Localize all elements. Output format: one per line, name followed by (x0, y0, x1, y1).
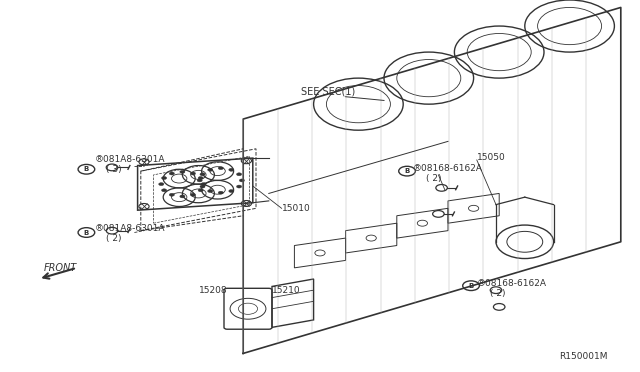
Circle shape (200, 185, 205, 188)
Text: B: B (468, 283, 474, 289)
Circle shape (169, 172, 174, 175)
Text: ( 2): ( 2) (490, 289, 505, 298)
Text: ( 2): ( 2) (106, 234, 121, 243)
Circle shape (169, 193, 174, 196)
Circle shape (228, 190, 234, 193)
Circle shape (198, 177, 204, 180)
Circle shape (207, 168, 212, 171)
Circle shape (180, 170, 185, 173)
Circle shape (218, 191, 223, 194)
Circle shape (207, 190, 212, 193)
Text: 15050: 15050 (477, 153, 506, 162)
Circle shape (200, 173, 205, 176)
Circle shape (161, 177, 166, 180)
Circle shape (237, 185, 242, 188)
Text: ®08168-6162A: ®08168-6162A (477, 279, 547, 288)
Circle shape (201, 183, 206, 186)
Text: ®08168-6162A: ®08168-6162A (413, 164, 483, 173)
Text: ( 2): ( 2) (426, 174, 441, 183)
Text: R150001M: R150001M (559, 352, 608, 361)
Text: SEE SEC(1): SEE SEC(1) (301, 87, 355, 97)
Text: FRONT: FRONT (44, 263, 77, 273)
Circle shape (218, 167, 223, 170)
Text: 15208: 15208 (198, 286, 227, 295)
Circle shape (180, 195, 185, 198)
Circle shape (190, 193, 195, 196)
Text: B: B (404, 168, 410, 174)
Circle shape (159, 183, 164, 186)
Text: B: B (84, 230, 89, 235)
Circle shape (191, 172, 196, 175)
Text: ( 3): ( 3) (106, 165, 121, 174)
Circle shape (239, 179, 244, 182)
Text: ®081A8-6301A: ®081A8-6301A (95, 224, 165, 232)
Circle shape (161, 189, 166, 192)
Circle shape (229, 168, 234, 171)
Circle shape (237, 173, 242, 176)
Circle shape (198, 189, 204, 192)
Text: ®081A8-6301A: ®081A8-6301A (95, 155, 165, 164)
Text: 15010: 15010 (282, 204, 310, 213)
Circle shape (197, 179, 202, 182)
Text: B: B (84, 166, 89, 172)
Text: 15210: 15210 (272, 286, 301, 295)
